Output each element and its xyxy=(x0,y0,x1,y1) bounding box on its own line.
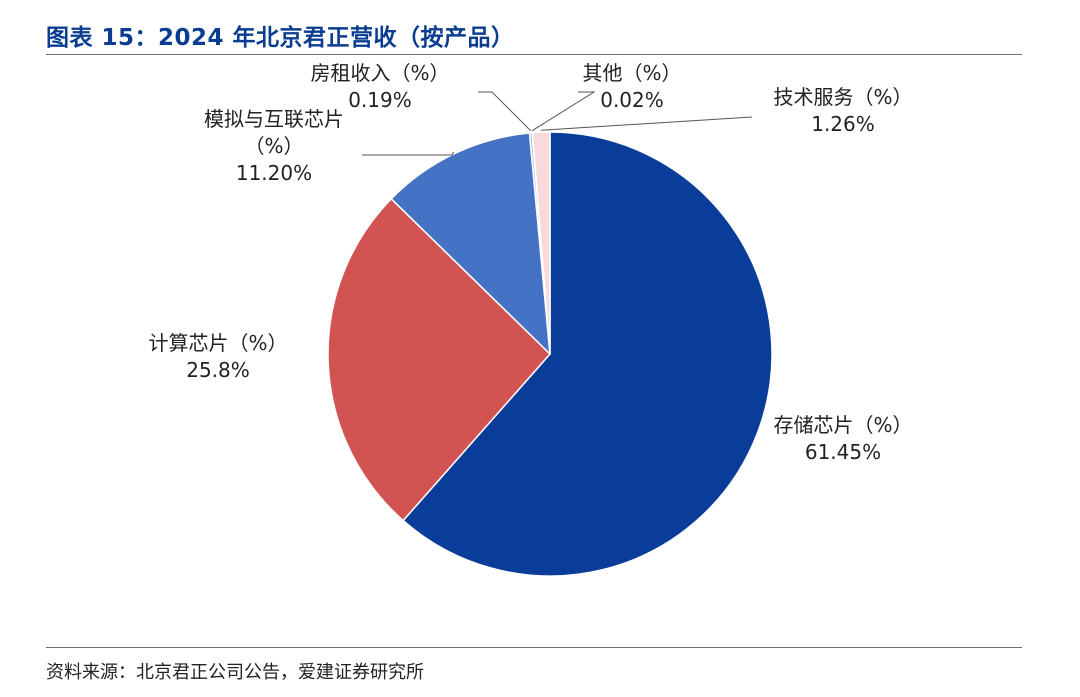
slice-label-3-unit: （%） xyxy=(244,134,303,158)
slice-label-2-display: 25.8% xyxy=(186,358,250,382)
leader-line-5 xyxy=(531,91,596,132)
leader-line-6 xyxy=(541,116,753,131)
slice-label-3-display: 11.20% xyxy=(236,161,312,185)
slice-label-4-nameunit: 房租收入（%） xyxy=(310,61,449,85)
slice-label-2-nameunit: 计算芯片（%） xyxy=(148,331,287,355)
leader-lines xyxy=(362,91,753,156)
pie-slices xyxy=(327,131,773,577)
chart-title: 图表 15：2024 年北京君正营收（按产品） xyxy=(46,25,515,51)
pie-slice-3 xyxy=(390,132,551,355)
pie-slice-2 xyxy=(327,198,551,522)
slice-label-1-display: 61.45% xyxy=(805,440,881,464)
slice-label-1-nameunit: 存储芯片（%） xyxy=(773,413,912,437)
slice-label-5: 其他（%） 0.02% xyxy=(582,61,681,112)
title-divider xyxy=(46,54,1022,55)
slice-label-1: 存储芯片（%） 61.45% xyxy=(773,413,912,464)
source-divider xyxy=(46,647,1022,648)
leader-line-3 xyxy=(362,151,455,156)
slice-label-3: 模拟与互联芯片 （%） 11.20% xyxy=(204,107,344,185)
slice-label-4: 房租收入（%） 0.19% xyxy=(310,61,449,112)
slice-label-6-display: 1.26% xyxy=(811,112,875,136)
pie-slice-6 xyxy=(531,131,551,355)
slice-label-2: 计算芯片（%） 25.8% xyxy=(148,331,287,382)
slice-label-5-nameunit: 其他（%） xyxy=(582,61,681,85)
source-note: 资料来源：北京君正公司公告，爱建证券研究所 xyxy=(46,662,424,683)
leader-line-4 xyxy=(478,91,532,132)
pie-slice-1 xyxy=(402,131,773,577)
slice-label-5-display: 0.02% xyxy=(600,88,664,112)
slice-label-3-name: 模拟与互联芯片 xyxy=(204,107,344,131)
slice-label-6-nameunit: 技术服务（%） xyxy=(773,85,912,109)
slice-label-4-display: 0.19% xyxy=(348,88,412,112)
slice-label-6: 技术服务（%） 1.26% xyxy=(773,85,912,136)
slice-labels: 存储芯片（%） 61.45% 计算芯片（%） 25.8% 模拟与互联芯片 （%） 11.20… xyxy=(148,61,912,464)
